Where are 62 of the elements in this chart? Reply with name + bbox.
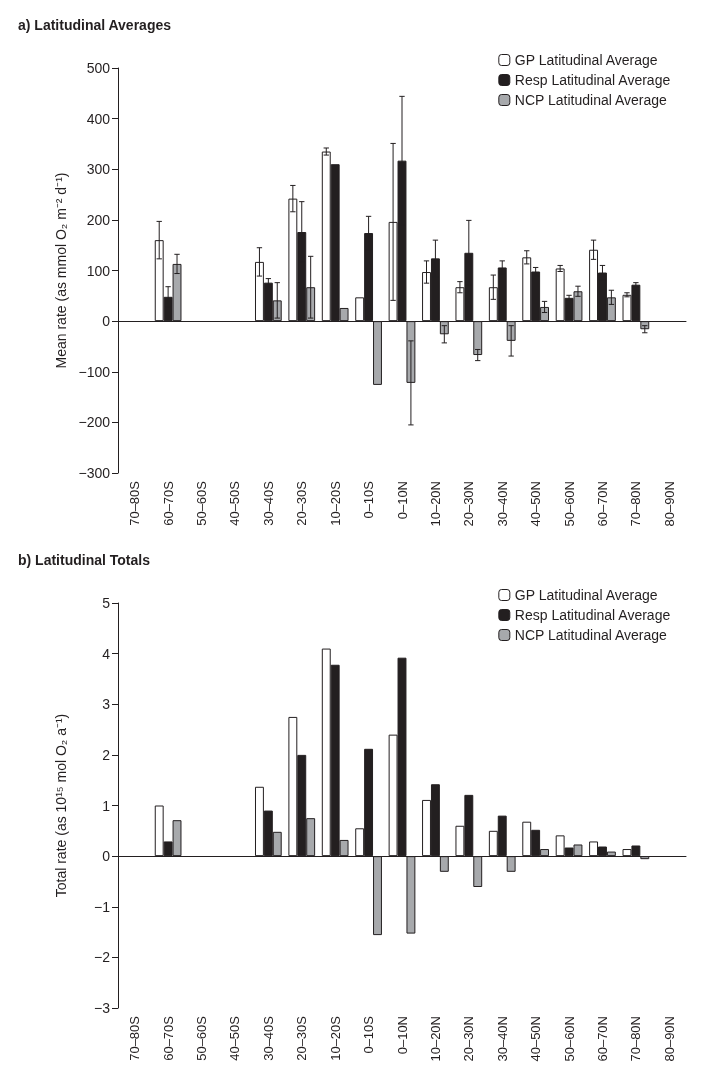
y-tick-label: 400 — [86, 110, 111, 127]
x-tick-label: 30–40S — [260, 1015, 276, 1061]
x-tick-label: 60–70N — [594, 1016, 610, 1062]
x-tick-label: 40–50N — [528, 1016, 544, 1062]
x-tick-label: 0–10S — [361, 480, 377, 519]
legend-label: Resp Latitudinal Average — [514, 72, 671, 88]
y-tick-label: −300 — [78, 465, 111, 481]
x-tick-label: 80–90N — [661, 481, 677, 527]
y-tick-label: 200 — [86, 211, 111, 228]
x-tick-label: 70–80S — [127, 480, 143, 526]
legend-label: NCP Latitudinal Average — [514, 92, 668, 108]
y-tick-label: −1 — [94, 898, 111, 915]
y-tick-label: 2 — [102, 746, 111, 763]
y-axis-title: Mean rate (as mmol O₂ m⁻² d⁻¹) — [52, 172, 69, 369]
y-tick-label: 500 — [86, 60, 111, 76]
x-tick-label: 30–40S — [260, 480, 276, 526]
x-tick-label: 60–70S — [160, 1015, 176, 1061]
chart-title: a) Latitudinal Averages — [18, 17, 172, 33]
x-tick-label: 0–10S — [361, 1015, 377, 1054]
x-tick-label: 10–20S — [327, 480, 343, 526]
y-tick-label: 100 — [86, 262, 111, 279]
legend-label: Resp Latitudinal Average — [514, 607, 671, 623]
x-tick-label: 10–20S — [327, 1015, 343, 1061]
y-tick-label: −200 — [78, 414, 111, 431]
y-tick-label: 0 — [102, 313, 111, 330]
y-tick-label: 3 — [102, 696, 111, 713]
x-tick-label: 70–80N — [628, 481, 644, 527]
x-tick-label: 80–90N — [661, 1016, 677, 1062]
x-tick-label: 60–70N — [594, 481, 610, 527]
x-tick-label: 40–50S — [227, 480, 243, 526]
x-tick-label: 0–10N — [394, 481, 410, 520]
x-tick-label: 0–10N — [394, 1016, 410, 1055]
x-tick-label: 30–40N — [494, 1016, 510, 1062]
x-tick-label: 20–30S — [294, 480, 310, 526]
y-tick-label: 4 — [102, 645, 111, 662]
x-tick-label: 30–40N — [494, 481, 510, 527]
legend-label: NCP Latitudinal Average — [514, 627, 668, 643]
x-tick-label: 20–30S — [294, 1015, 310, 1061]
y-tick-label: −100 — [78, 363, 111, 380]
x-tick-label: 50–60S — [194, 1015, 210, 1061]
y-tick-label: −2 — [94, 949, 111, 966]
y-tick-label: −3 — [94, 1000, 111, 1016]
x-tick-label: 10–20N — [427, 481, 443, 527]
legend-label: GP Latitudinal Average — [514, 587, 658, 603]
x-tick-label: 10–20N — [427, 1016, 443, 1062]
x-tick-label: 50–60N — [561, 1016, 577, 1062]
x-tick-label: 70–80N — [628, 1016, 644, 1062]
x-tick-label: 40–50S — [227, 1015, 243, 1061]
x-tick-label: 20–30N — [461, 481, 477, 527]
x-tick-label: 70–80S — [127, 1015, 143, 1061]
y-axis-title: Total rate (as 10¹⁵ mol O₂ a⁻¹) — [53, 713, 69, 898]
y-tick-label: 1 — [102, 797, 111, 814]
x-tick-label: 20–30N — [461, 1016, 477, 1062]
y-tick-label: 300 — [86, 161, 111, 178]
x-tick-label: 50–60S — [194, 480, 210, 526]
x-tick-label: 60–70S — [160, 480, 176, 526]
x-tick-label: 50–60N — [561, 481, 577, 527]
y-tick-label: 5 — [102, 595, 111, 611]
legend-label: GP Latitudinal Average — [514, 52, 658, 68]
x-tick-label: 40–50N — [528, 481, 544, 527]
y-tick-label: 0 — [102, 848, 111, 865]
chart-title: b) Latitudinal Totals — [18, 552, 151, 568]
